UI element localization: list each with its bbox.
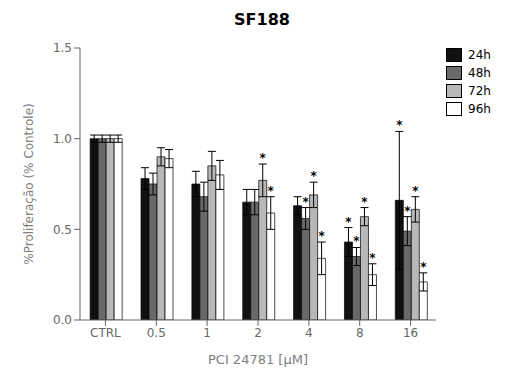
svg-text:*: *: [310, 169, 317, 183]
html-text:SF188: SF188: [234, 10, 290, 29]
svg-text:*: *: [268, 184, 275, 198]
svg-text:8: 8: [356, 326, 364, 340]
svg-text:*: *: [345, 215, 352, 229]
svg-text:1.5: 1.5: [53, 41, 72, 55]
svg-text:1.0: 1.0: [53, 132, 72, 146]
svg-text:*: *: [318, 229, 325, 243]
svg-text:*: *: [361, 195, 368, 209]
svg-text:16: 16: [403, 326, 418, 340]
svg-text:*: *: [302, 195, 309, 209]
svg-text:*: *: [260, 151, 267, 165]
svg-text:0.5: 0.5: [147, 326, 166, 340]
html-text:96h: 96h: [468, 102, 491, 116]
svg-text:2: 2: [254, 326, 262, 340]
svg-text:*: *: [369, 251, 376, 265]
svg-text:CTRL: CTRL: [90, 326, 121, 340]
svg-text:4: 4: [305, 326, 313, 340]
html-text:72h: 72h: [468, 84, 491, 98]
svg-text:*: *: [396, 118, 403, 132]
svg-text:PCI 24781 [μM]: PCI 24781 [μM]: [208, 352, 308, 367]
svg-text:*: *: [404, 204, 411, 218]
svg-text:0.0: 0.0: [53, 313, 72, 327]
svg-text:1: 1: [203, 326, 211, 340]
html-text:24h: 24h: [468, 48, 491, 62]
svg-text:*: *: [353, 234, 360, 248]
svg-text:%Proliferação (% Controle): %Proliferação (% Controle): [22, 103, 36, 264]
svg-text:0.5: 0.5: [53, 223, 72, 237]
svg-text:*: *: [412, 184, 419, 198]
html-text:48h: 48h: [468, 66, 491, 80]
svg-text:*: *: [420, 260, 427, 274]
